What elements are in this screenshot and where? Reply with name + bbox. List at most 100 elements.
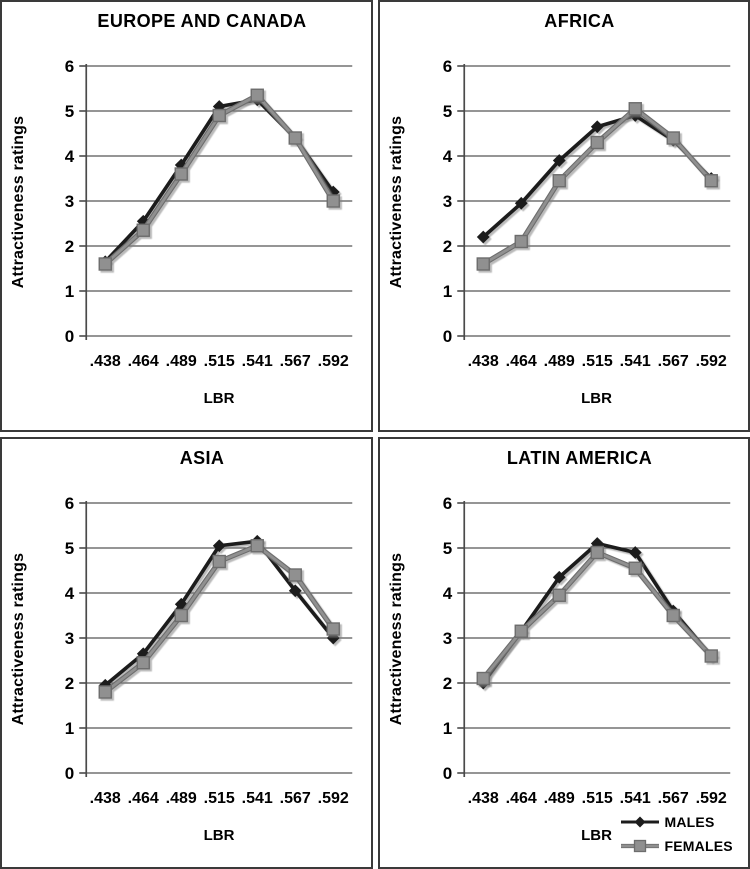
- males-series: [476, 109, 718, 244]
- y-tick-label: 1: [442, 719, 451, 738]
- y-tick-label: 5: [65, 102, 74, 121]
- males-diamond-marker: [590, 537, 604, 550]
- x-tick-label: .489: [166, 353, 197, 370]
- y-tick-label: 2: [65, 674, 74, 693]
- x-tick-label: .592: [695, 790, 726, 807]
- y-tick-label: 5: [65, 539, 74, 558]
- x-tick-label: .515: [204, 353, 235, 370]
- males-line-diamond-icon: [620, 816, 659, 828]
- x-axis-title: LBR: [581, 390, 612, 407]
- plot-area: 0 1 2 3 4 5 6 .438 .464 .489 .515 .541 .567 .592: [65, 494, 353, 807]
- females-square-marker: [552, 174, 566, 188]
- chart-panel-europe-and-canada: EUROPE AND CANADA Attractiveness ratings…: [0, 0, 373, 432]
- legend-label-males: MALES: [664, 814, 715, 830]
- y-tick-label: 0: [65, 764, 74, 783]
- females-square-marker: [666, 608, 680, 623]
- x-tick-label: .489: [543, 790, 574, 807]
- x-axis-title: LBR: [203, 827, 235, 844]
- females-line-square-icon: [620, 839, 659, 853]
- x-tick-label: .515: [581, 353, 612, 370]
- females-square-marker: [704, 174, 718, 188]
- y-tick-label: 1: [442, 282, 451, 301]
- y-tick-label: 0: [442, 327, 451, 346]
- x-axis-title: LBR: [203, 390, 235, 407]
- chart-title: AFRICA: [544, 11, 615, 31]
- y-tick-label: 6: [65, 494, 74, 513]
- males-diamond-marker: [326, 185, 340, 199]
- plot-area: 0 1 2 3 4 5 6 .438 .464 .489 .515 .541 .567 .592: [442, 57, 730, 370]
- females-series: [476, 102, 718, 271]
- females-square-marker: [250, 539, 264, 553]
- chart-title: EUROPE AND CANADA: [97, 11, 307, 31]
- chart-title: ASIA: [179, 448, 225, 468]
- y-tick-label: 2: [442, 237, 451, 256]
- y-tick-label: 5: [442, 539, 451, 558]
- y-tick-label: 2: [65, 237, 74, 256]
- chart-panel-asia: ASIA Attractiveness ratings 0 1 2 3 4 5 6.438.…: [0, 437, 373, 869]
- y-tick-label: 3: [65, 192, 74, 211]
- females-square-marker: [212, 108, 226, 123]
- males-diamond-marker: [628, 546, 642, 559]
- y-tick-label: 3: [442, 629, 451, 648]
- y-tick-label: 3: [65, 629, 74, 648]
- males-series: [476, 537, 718, 690]
- x-tick-label: .541: [619, 790, 650, 807]
- legend-label-females: FEMALES: [664, 838, 733, 854]
- males-diamond-marker: [514, 196, 528, 210]
- females-square-marker: [98, 257, 112, 271]
- x-tick-label: .515: [204, 790, 235, 807]
- y-tick-label: 6: [65, 57, 74, 76]
- males-diamond-marker: [326, 631, 340, 645]
- males-diamond-marker: [136, 647, 150, 661]
- x-tick-label: .489: [543, 353, 574, 370]
- y-tick-label: 4: [65, 147, 75, 166]
- males-diamond-marker: [174, 597, 188, 611]
- females-square-marker: [250, 88, 264, 102]
- females-series: [98, 88, 340, 271]
- females-square-marker: [288, 568, 302, 582]
- females-square-marker: [136, 223, 150, 237]
- males-diamond-marker: [212, 539, 226, 553]
- x-tick-label: .489: [166, 790, 197, 807]
- females-square-marker: [98, 685, 112, 699]
- y-tick-label: 0: [442, 764, 451, 783]
- females-square-marker: [666, 131, 680, 145]
- legend-item-males: MALES: [620, 811, 733, 833]
- plot-area: 0 1 2 3 4 5 6 .438 .464 .489 .515 .541 .567 .592: [65, 57, 353, 370]
- x-tick-label: .567: [657, 353, 688, 370]
- females-square-marker: [704, 649, 718, 663]
- x-tick-label: .438: [467, 790, 498, 807]
- females-square-marker: [590, 545, 604, 560]
- x-tick-label: .464: [505, 790, 536, 807]
- y-tick-label: 6: [442, 57, 451, 76]
- x-tick-label: .567: [657, 790, 688, 807]
- legend-item-females: FEMALES: [620, 835, 733, 857]
- females-square-marker: [476, 257, 490, 271]
- y-tick-label: 1: [65, 719, 74, 738]
- females-square-marker: [628, 102, 642, 116]
- y-tick-label: 4: [442, 147, 452, 166]
- x-tick-label: .438: [90, 790, 121, 807]
- males-diamond-marker: [628, 109, 642, 122]
- x-tick-label: .592: [695, 353, 726, 370]
- females-square-marker: [174, 167, 188, 181]
- x-tick-label: .464: [505, 353, 536, 370]
- y-tick-label: 0: [65, 327, 74, 346]
- y-tick-label: 5: [442, 102, 451, 121]
- females-series: [476, 545, 718, 686]
- females-square-marker: [476, 671, 490, 686]
- females-series: [98, 539, 340, 699]
- males-diamond-marker: [552, 154, 566, 167]
- legend-males-diamond: [634, 816, 645, 828]
- chart-legend: MALES FEMALES: [620, 811, 733, 857]
- females-square-marker: [326, 622, 340, 636]
- y-tick-label: 1: [65, 282, 74, 301]
- y-tick-label: 4: [442, 584, 452, 603]
- females-square-marker: [212, 554, 226, 569]
- females-square-marker: [552, 588, 566, 602]
- x-tick-label: .541: [619, 353, 650, 370]
- females-square-marker: [628, 561, 642, 575]
- females-square-marker: [136, 656, 150, 670]
